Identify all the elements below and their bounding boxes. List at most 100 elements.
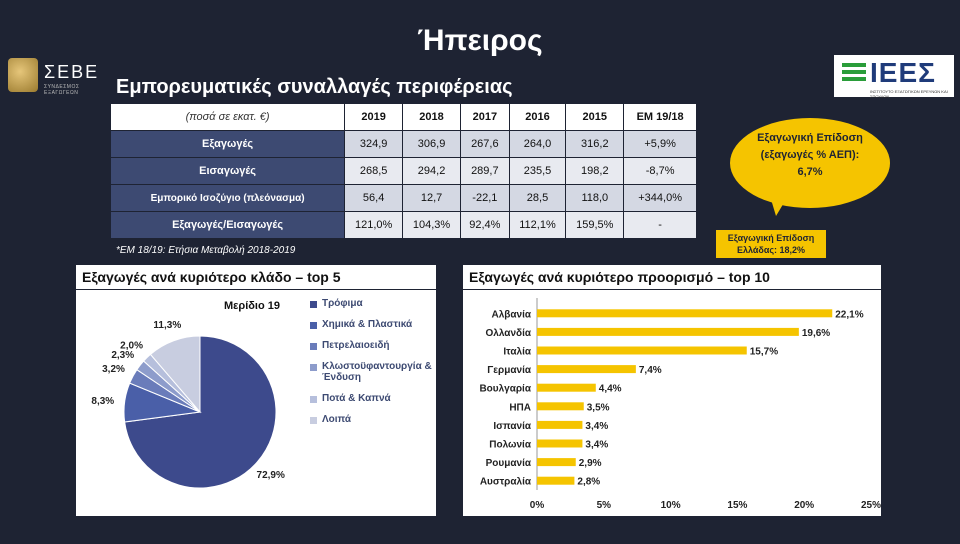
- table-cell: +344,0%: [623, 184, 697, 212]
- legend-swatch: [310, 417, 317, 424]
- legend-swatch: [310, 396, 317, 403]
- table-cell: 121,0%: [344, 211, 404, 239]
- table-cell: 28,5: [508, 184, 567, 212]
- x-tick-label: 10%: [661, 500, 681, 511]
- bar: [537, 402, 584, 411]
- bar: [537, 365, 636, 374]
- category-label: Ρουμανία: [486, 458, 532, 469]
- table-header-row: (ποσά σε εκατ. €) 2019 2018 2017 2016 20…: [109, 103, 697, 131]
- greece-line: Εξαγωγική Επίδοση: [727, 233, 815, 243]
- table-cell: 159,5%: [565, 211, 625, 239]
- legend-label: Χημικά & Πλαστικά: [322, 319, 413, 330]
- table-cell: 12,7: [402, 184, 461, 212]
- iees-logo: ΙΕΕΣ ΙΝΣΤΙΤΟΥΤΟ ΕΞΑΓΩΓΙΚΩΝ ΕΡΕΥΝΩΝ ΚΑΙ Σ…: [834, 55, 954, 99]
- category-label: ΗΠΑ: [509, 402, 531, 413]
- pie-data-label: 8,3%: [91, 396, 114, 407]
- pie-chart: 72,9% 8,3% 3,2% 2,3%2,0% 11,3%: [91, 320, 285, 489]
- legend-item: Τρόφιμα: [310, 298, 440, 309]
- legend-swatch: [310, 301, 317, 308]
- table-row: Εμπορικό Ισοζύγιο (πλεόνασμα) 56,4 12,7 …: [109, 184, 697, 212]
- destination-panel-title: Εξαγωγές ανά κυριότερο προορισμό – top 1…: [463, 265, 881, 289]
- category-label: Πολωνία: [489, 440, 532, 451]
- seve-logo-text: ΣΕΒΕ: [44, 62, 100, 82]
- category-label: Ιταλία: [503, 347, 531, 358]
- iees-logo-text: ΙΕΕΣ: [870, 57, 936, 88]
- table-row: Εισαγωγές 268,5 294,2 289,7 235,5 198,2 …: [109, 157, 697, 185]
- table-corner: (ποσά σε εκατ. €): [109, 103, 346, 131]
- legend-label: Κλωστοϋφαντουργία & Ένδυση: [322, 361, 432, 383]
- bar-value-label: 3,4%: [585, 440, 608, 451]
- table-cell: 56,4: [344, 184, 404, 212]
- bubble-tail: [770, 196, 788, 216]
- seve-logo: ΣΕΒΕ ΣΥΝΔΕΣΜΟΣ ΕΞΑΓΩΓΕΩΝ: [8, 58, 108, 96]
- table-cell: 294,2: [402, 157, 461, 185]
- bar-value-label: 7,4%: [639, 365, 662, 376]
- pie-data-label: 3,2%: [102, 364, 125, 375]
- trade-table: (ποσά σε εκατ. €) 2019 2018 2017 2016 20…: [109, 103, 697, 239]
- pie-data-label: 2,3%: [111, 350, 134, 361]
- category-label: Ισπανία: [493, 421, 531, 432]
- table-header: 2019: [344, 103, 404, 131]
- legend-label: Ποτά & Καπνά: [322, 393, 391, 404]
- legend-item: Λοιπά: [310, 414, 440, 425]
- pie-data-label: 2,0%: [120, 341, 143, 352]
- bar-value-label: 19,6%: [802, 328, 830, 339]
- bubble-line: Εξαγωγική Επίδοση: [757, 132, 863, 144]
- sector-panel-title: Εξαγωγές ανά κυριότερο κλάδο – top 5: [76, 265, 436, 289]
- bar: [537, 476, 575, 485]
- row-label: Εξαγωγές: [109, 130, 346, 158]
- pie-slice: [149, 335, 201, 414]
- page-title: Ήπειρος: [417, 24, 543, 57]
- category-label: Αλβανία: [491, 309, 531, 320]
- row-label: Εξαγωγές/Εισαγωγές: [109, 211, 346, 239]
- table-cell: +5,9%: [623, 130, 697, 158]
- legend-item: Ποτά & Καπνά: [310, 393, 440, 404]
- greece-line: Ελλάδας: 18,2%: [736, 245, 806, 255]
- table-header: 2018: [402, 103, 461, 131]
- table-header: ΕΜ 19/18: [623, 103, 697, 131]
- bar: [537, 327, 799, 336]
- legend-label: Τρόφιμα: [322, 298, 363, 309]
- table-header: 2017: [460, 103, 510, 131]
- bar-value-label: 2,8%: [577, 477, 600, 488]
- category-label: Γερμανία: [487, 365, 532, 376]
- pie-legend: Τρόφιμα Χημικά & Πλαστικά Πετρελαιοειδή Κλω…: [310, 296, 440, 425]
- x-tick-label: 5%: [597, 500, 612, 511]
- legend-item: Χημικά & Πλαστικά: [310, 319, 440, 330]
- pie-title: Μερίδιο 19: [224, 300, 280, 312]
- bar: [537, 346, 747, 355]
- sector-panel: Μερίδιο 19 72,9% 8,3% 3,2% 2,3% 2,0% 11,3% Τρ…: [76, 290, 436, 516]
- table-cell: 235,5: [508, 157, 567, 185]
- table-cell: -: [623, 211, 697, 239]
- table-cell: -22,1: [460, 184, 510, 212]
- iees-bars-icon: [842, 63, 866, 87]
- table-row: Εξαγωγές 324,9 306,9 267,6 264,0 316,2 +…: [109, 130, 697, 158]
- table-cell: 104,3%: [402, 211, 461, 239]
- legend-item: Κλωστοϋφαντουργία & Ένδυση: [310, 361, 440, 383]
- table-cell: 92,4%: [460, 211, 510, 239]
- seve-emblem-icon: [8, 58, 38, 92]
- legend-swatch: [310, 364, 317, 371]
- table-header: 2016: [508, 103, 567, 131]
- table-cell: -8,7%: [623, 157, 697, 185]
- table-cell: 264,0: [508, 130, 567, 158]
- bubble-value: 6,7%: [797, 166, 823, 178]
- table-cell: 118,0: [565, 184, 625, 212]
- table-header: 2015: [565, 103, 625, 131]
- bar-value-label: 3,5%: [587, 402, 610, 413]
- pie-data-label: 11,3%: [153, 320, 181, 331]
- x-tick-label: 20%: [794, 500, 814, 511]
- bubble-line: (εξαγωγές % ΑΕΠ):: [760, 149, 860, 161]
- table-cell: 198,2: [565, 157, 625, 185]
- bar: [537, 420, 583, 429]
- bar-value-label: 4,4%: [599, 384, 622, 395]
- bar-chart: Αλβανία 22,1% Ολλανδία 19,6% Ιταλία 15,7% Γερμ…: [479, 298, 881, 511]
- bar-value-label: 2,9%: [579, 458, 602, 469]
- x-tick-label: 15%: [727, 500, 747, 511]
- greece-performance-box: Εξαγωγική Επίδοση Ελλάδας: 18,2%: [716, 230, 826, 258]
- table-cell: 112,1%: [508, 211, 567, 239]
- bar-value-label: 3,4%: [585, 421, 608, 432]
- legend-label: Λοιπά: [322, 414, 352, 425]
- bar: [537, 309, 833, 318]
- seve-logo-subtext: ΣΥΝΔΕΣΜΟΣ ΕΞΑΓΩΓΕΩΝ: [44, 84, 80, 96]
